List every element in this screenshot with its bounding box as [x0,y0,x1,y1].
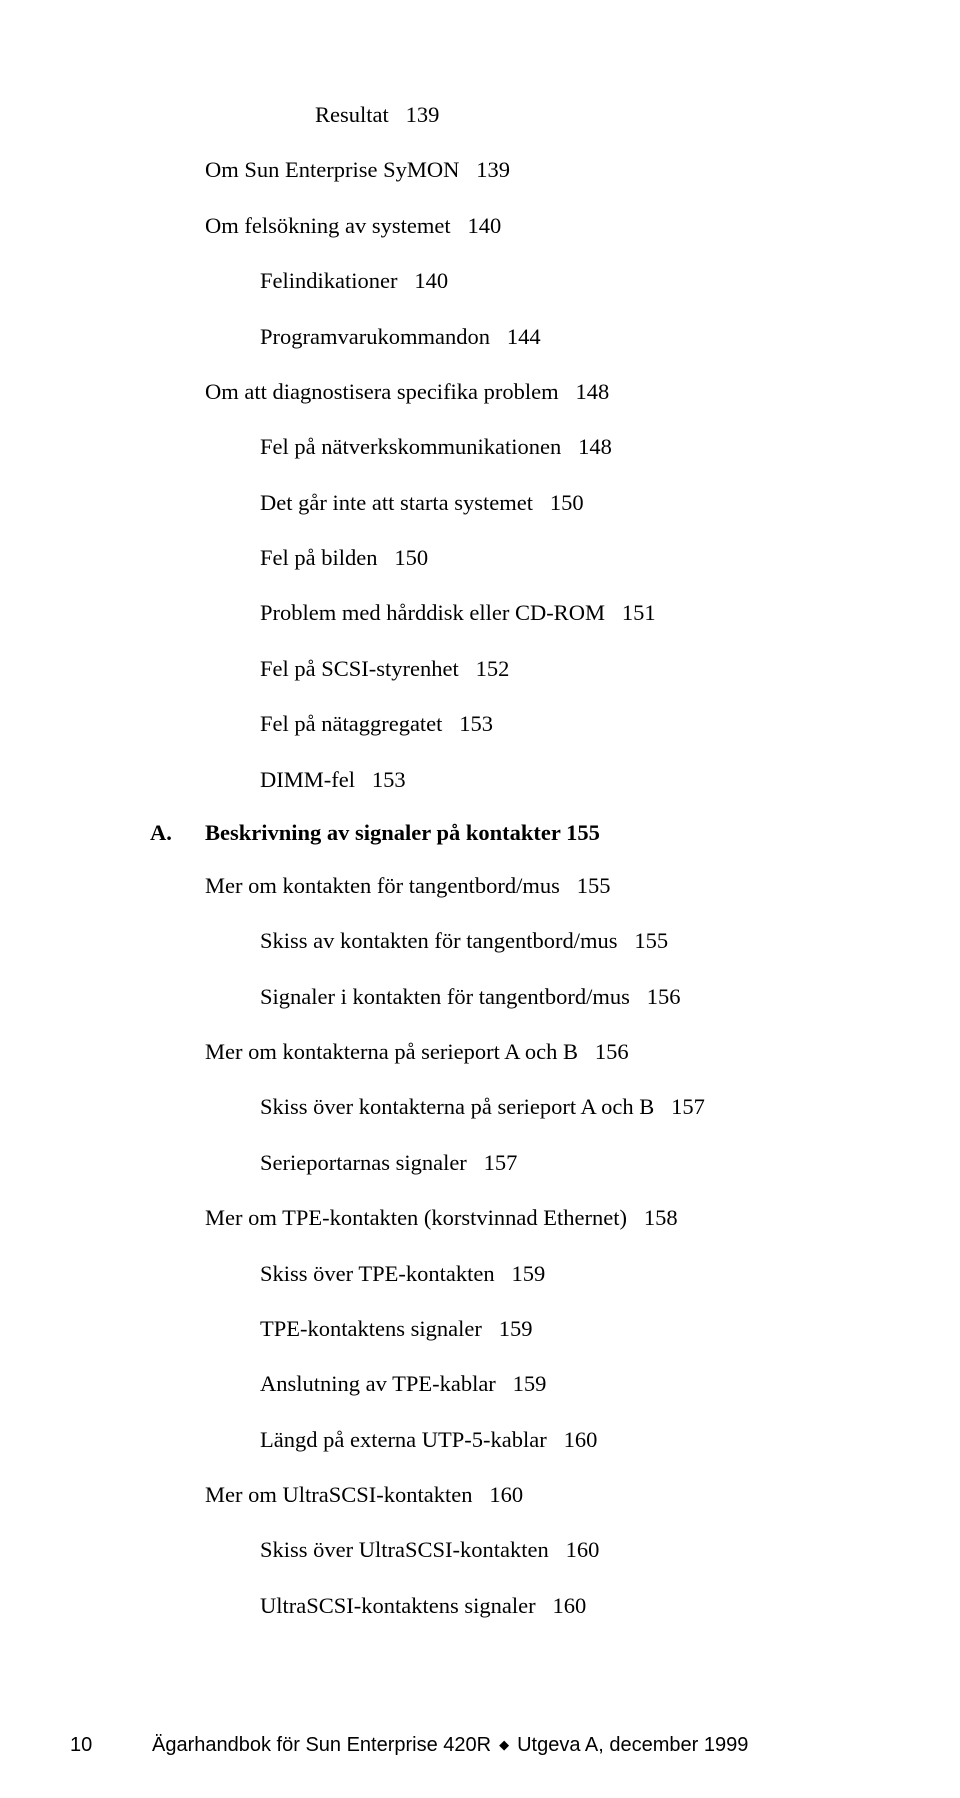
toc-entry: Fel på SCSI-styrenhet 152 [260,654,850,684]
footer-separator-icon: ◆ [499,1737,509,1753]
footer-text: Ägarhandbok för Sun Enterprise 420R ◆ Ut… [152,1734,748,1757]
appendix-letter: A. [150,820,205,846]
toc-entry: Serieportarnas signaler 157 [260,1148,850,1178]
toc-entry: Mer om TPE-kontakten (korstvinnad Ethern… [205,1203,850,1233]
toc-entry: Längd på externa UTP-5-kablar 160 [260,1425,850,1455]
toc-entry: Skiss av kontakten för tangentbord/mus 1… [260,926,850,956]
toc-entry: Om felsökning av systemet 140 [205,211,850,241]
toc-entry: Skiss över UltraSCSI-kontakten 160 [260,1535,850,1565]
toc-entry: Skiss över kontakterna på serieport A oc… [260,1092,850,1122]
footer-edition: Utgeva A, december 1999 [517,1734,748,1757]
toc-entry: Fel på nätaggregatet 153 [260,709,850,739]
toc-entry: Mer om UltraSCSI-kontakten 160 [205,1480,850,1510]
toc-entry: Resultat 139 [315,100,850,130]
toc-entry: Fel på bilden 150 [260,543,850,573]
toc-entry: Anslutning av TPE-kablar 159 [260,1369,850,1399]
toc-entry: UltraSCSI-kontaktens signaler 160 [260,1591,850,1621]
appendix-title: Beskrivning av signaler på kontakter 155 [205,820,600,846]
appendix-heading-row: A. Beskrivning av signaler på kontakter … [150,820,850,846]
footer-book-title: Ägarhandbok för Sun Enterprise 420R [152,1734,491,1757]
toc-entry: Det går inte att starta systemet 150 [260,488,850,518]
toc-entry: Skiss över TPE-kontakten 159 [260,1259,850,1289]
toc-entry: Om Sun Enterprise SyMON 139 [205,155,850,185]
footer-page-number: 10 [70,1734,92,1757]
toc-entry: Problem med hårddisk eller CD-ROM 151 [260,598,850,628]
toc-entry: Programvarukommandon 144 [260,322,850,352]
toc-entry: Mer om kontakten för tangentbord/mus 155 [205,871,850,901]
toc-entry: Fel på nätverkskommunikationen 148 [260,432,850,462]
toc-entry: Felindikationer 140 [260,266,850,296]
toc-entry: Mer om kontakterna på serieport A och B … [205,1037,850,1067]
toc-entry: DIMM-fel 153 [260,765,850,795]
toc-entry: Om att diagnostisera specifika problem 1… [205,377,850,407]
toc-entry: TPE-kontaktens signaler 159 [260,1314,850,1344]
document-page: Resultat 139 Om Sun Enterprise SyMON 139 O… [0,0,960,1798]
toc-entry: Signaler i kontakten för tangentbord/mus… [260,982,850,1012]
